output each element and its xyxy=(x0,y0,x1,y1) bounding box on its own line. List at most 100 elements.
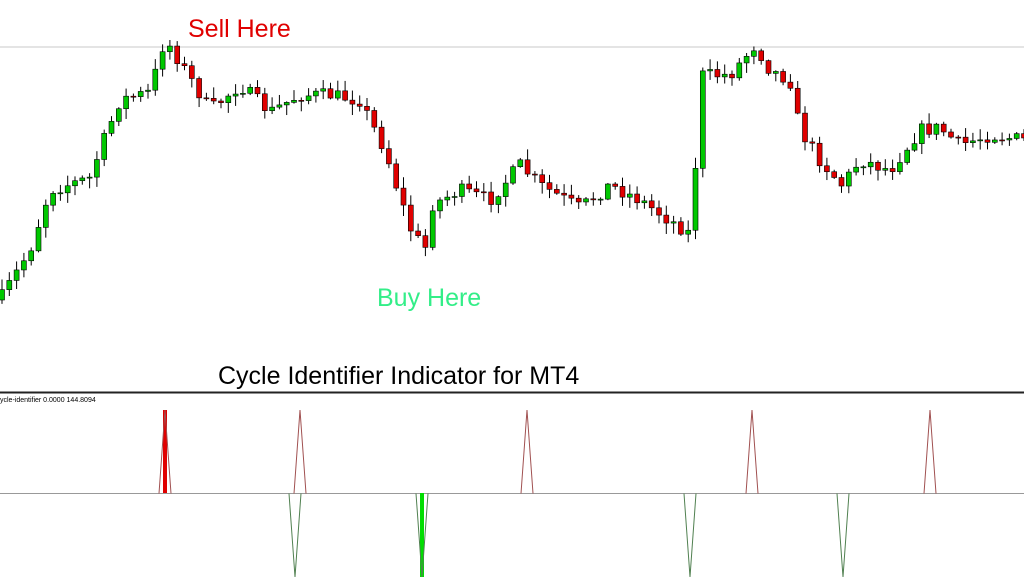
candle-body xyxy=(743,56,750,64)
candle-body xyxy=(838,177,845,187)
candle-body xyxy=(955,136,962,139)
candle-body xyxy=(663,214,670,224)
candle-body xyxy=(313,90,319,97)
candle-body xyxy=(984,139,991,143)
candle-body xyxy=(400,187,407,206)
candle-body xyxy=(678,221,684,235)
candle-body xyxy=(210,98,217,102)
candle-body xyxy=(510,166,516,184)
candle-body xyxy=(291,100,297,103)
candle-body xyxy=(94,159,100,178)
candle-body xyxy=(137,91,144,97)
candle-body xyxy=(181,63,188,67)
candle-body xyxy=(232,93,239,97)
candle-body xyxy=(809,141,816,144)
sell-spike xyxy=(520,409,534,494)
indicator-label: ycle-identifier 0.0000 144.8094 xyxy=(0,397,96,404)
candle-body xyxy=(605,183,611,200)
candle-body xyxy=(772,71,779,74)
candle-body xyxy=(918,123,925,144)
candle-body xyxy=(444,196,451,201)
candle-body xyxy=(524,159,531,175)
candle-body xyxy=(590,198,597,201)
candle-body xyxy=(736,62,743,79)
candle-body xyxy=(283,102,290,106)
candle-body xyxy=(349,99,356,105)
candle-body xyxy=(72,180,78,187)
candle-body xyxy=(13,269,20,281)
candle-body xyxy=(970,140,976,143)
candle-body xyxy=(751,50,757,57)
candle-body xyxy=(116,108,122,122)
sell-spike xyxy=(745,409,759,494)
candle-body xyxy=(875,161,881,171)
candle-body xyxy=(240,93,246,95)
caption: Cycle Identifier Indicator for MT4 xyxy=(218,362,579,390)
candle-body xyxy=(415,230,421,236)
candle-body xyxy=(794,87,801,114)
candle-body xyxy=(1006,138,1013,141)
candle-body xyxy=(867,161,874,168)
candle-body xyxy=(437,199,443,212)
candle-body xyxy=(386,148,392,165)
candle-body xyxy=(845,171,852,187)
buy-annotation: Buy Here xyxy=(377,284,481,312)
candle-body xyxy=(429,210,436,248)
candle-body xyxy=(108,121,115,134)
candle-body xyxy=(64,185,71,194)
candle-body xyxy=(648,200,655,209)
buy-spike xyxy=(415,493,429,578)
candle-body xyxy=(517,159,524,167)
candle-body xyxy=(502,182,509,197)
candle-body xyxy=(269,106,275,111)
candle-body xyxy=(991,139,998,143)
candle-body xyxy=(597,198,604,201)
candle-body xyxy=(305,95,312,101)
candle-body xyxy=(619,186,626,198)
candle-body xyxy=(159,51,166,70)
candle-body xyxy=(1021,133,1024,139)
candle-body xyxy=(904,149,911,163)
candle-body xyxy=(35,227,42,252)
candle-body xyxy=(626,193,633,198)
candle-body xyxy=(261,93,268,111)
candle-body xyxy=(824,165,830,173)
buy-spike xyxy=(836,493,850,578)
candle-body xyxy=(765,60,772,74)
candle-body xyxy=(787,81,794,89)
candle-body xyxy=(670,221,677,224)
candle-body xyxy=(926,123,932,135)
candle-body xyxy=(459,183,465,197)
candle-body xyxy=(393,163,400,189)
candle-body xyxy=(656,207,662,216)
candle-body xyxy=(480,191,487,194)
candle-body xyxy=(466,183,473,190)
candle-body xyxy=(685,229,692,235)
candle-body xyxy=(962,136,969,143)
sell-spike xyxy=(293,409,307,494)
candle-body xyxy=(940,123,947,133)
candle-body xyxy=(692,168,699,231)
candle-body xyxy=(86,176,93,179)
candle-body xyxy=(977,139,984,142)
candle-body xyxy=(897,162,903,172)
candle-body xyxy=(948,131,954,138)
candle-body xyxy=(553,189,560,194)
candle-body xyxy=(889,168,896,172)
candle-body xyxy=(378,126,385,149)
candle-body xyxy=(101,133,107,160)
sell-spike xyxy=(923,409,937,494)
candle-body xyxy=(1013,133,1020,139)
candle-body xyxy=(539,174,546,183)
buy-spike xyxy=(288,493,302,578)
indicator-spikes xyxy=(158,409,937,578)
candle-body xyxy=(532,173,538,176)
candle-body xyxy=(488,191,494,205)
candle-body xyxy=(0,289,5,301)
candle-body xyxy=(152,68,159,91)
candle-body xyxy=(57,192,64,195)
candle-body xyxy=(189,65,195,79)
candle-body xyxy=(780,71,786,83)
candle-body xyxy=(451,196,458,198)
